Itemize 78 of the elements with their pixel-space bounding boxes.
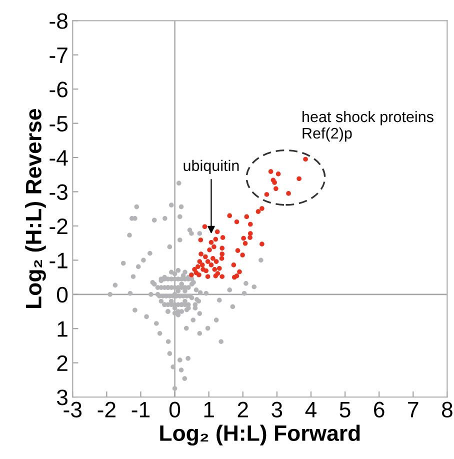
point [204, 268, 209, 274]
y-tick-label: -7 [50, 48, 68, 63]
point [214, 229, 220, 234]
x-tick-label: 4 [305, 402, 317, 418]
point [244, 214, 250, 220]
point [303, 156, 308, 162]
point [205, 259, 210, 264]
x-tick-label: 5 [340, 402, 350, 418]
point [248, 231, 253, 236]
y-tick-label: -6 [50, 82, 68, 98]
point [256, 209, 261, 214]
y-axis-title: Log₂ (H:L) Reverse [25, 108, 46, 308]
point [212, 244, 216, 250]
point [189, 272, 194, 278]
point [210, 256, 216, 261]
point [216, 266, 222, 271]
point [234, 274, 240, 278]
point [215, 271, 220, 276]
point [208, 240, 214, 245]
point [212, 267, 218, 272]
point [220, 274, 225, 279]
y-tick-label: 2 [57, 355, 68, 371]
x-tick-label: -1 [132, 402, 150, 418]
point [268, 169, 274, 174]
point [196, 264, 200, 270]
point [208, 262, 214, 268]
y-tick-label: -2 [50, 218, 68, 234]
x-tick-label: 8 [442, 402, 452, 418]
point [198, 252, 204, 256]
point [205, 274, 210, 279]
point [296, 176, 302, 182]
point [214, 259, 219, 264]
point [200, 262, 205, 268]
point [234, 219, 240, 224]
y-tick-label: -8 [50, 13, 68, 29]
y-tick-label: 1 [58, 321, 68, 337]
point [264, 192, 270, 197]
point [207, 248, 212, 252]
x-tick-label: 3 [272, 402, 282, 418]
annotation: heat shock proteins Ref(2)p [302, 110, 434, 142]
x-tick-label: -2 [98, 402, 116, 418]
point [198, 238, 204, 242]
point [202, 224, 208, 230]
point [219, 256, 224, 261]
point [274, 186, 278, 192]
point [220, 235, 226, 240]
point [220, 252, 225, 256]
x-tick-label: 7 [408, 402, 418, 418]
y-tick-label: -3 [50, 184, 68, 200]
point [194, 270, 199, 276]
point [203, 254, 208, 260]
point [272, 180, 277, 185]
y-tick-label: 0 [56, 286, 68, 303]
x-tick-label: 1 [204, 402, 214, 418]
point [213, 236, 218, 242]
point [241, 236, 246, 241]
x-tick-label: 0 [169, 402, 180, 418]
y-tick-label: -1 [50, 252, 68, 268]
point [286, 191, 291, 196]
point [242, 241, 248, 246]
y-tick-label: -4 [50, 150, 68, 166]
point [240, 252, 245, 258]
point [227, 213, 232, 218]
y-tick-label: -5 [50, 116, 68, 132]
point [260, 206, 264, 211]
point [235, 248, 240, 253]
point [276, 172, 281, 176]
x-tick-label: 6 [374, 402, 384, 418]
point [231, 262, 236, 268]
point [248, 235, 252, 240]
point [197, 259, 202, 264]
annotation: ubiquitin [184, 160, 239, 174]
point [220, 246, 225, 251]
point [260, 242, 264, 246]
x-axis-title: Log₂ (H:L) Forward [160, 424, 360, 446]
point [248, 222, 253, 227]
x-tick-label: 2 [238, 402, 248, 418]
point [237, 269, 242, 274]
